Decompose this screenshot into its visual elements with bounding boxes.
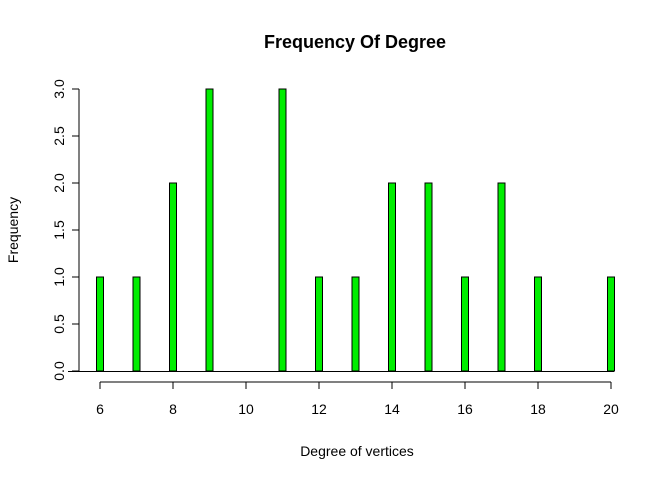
x-axis: 6 8 10 12 14 16 18 20	[96, 381, 619, 417]
x-tick-label-14: 14	[384, 401, 400, 417]
bar-degree-9	[205, 88, 214, 372]
y-tick-label-2.0: 2.0	[51, 173, 67, 193]
x-tick-label-10: 10	[238, 401, 254, 417]
y-tick-label-1.5: 1.5	[51, 220, 67, 240]
bar-degree-18	[534, 276, 542, 372]
y-axis-label: Frequency	[5, 197, 21, 263]
y-tick-label-0.5: 0.5	[51, 314, 67, 334]
x-tick-label-8: 8	[169, 401, 177, 417]
bar-degree-13	[351, 276, 360, 372]
x-tick-label-12: 12	[311, 401, 327, 417]
bar-degree-16	[461, 276, 469, 372]
y-tick-label-1.0: 1.0	[51, 267, 67, 287]
x-tick-label-16: 16	[457, 401, 473, 417]
bar-degree-7	[132, 276, 141, 372]
bar-degree-12	[315, 276, 323, 372]
x-tick-label-6: 6	[96, 401, 104, 417]
bar-degree-11	[278, 88, 287, 372]
x-tick-label-20: 20	[603, 401, 619, 417]
bar-degree-20	[607, 276, 615, 372]
y-tick-label-2.5: 2.5	[51, 126, 67, 146]
bar-degree-15	[424, 182, 433, 372]
chart-title: Frequency Of Degree	[264, 32, 446, 52]
y-tick-label-3.0: 3.0	[51, 79, 67, 99]
bars-group	[68, 88, 615, 372]
y-tick-label-0.0: 0.0	[51, 361, 67, 381]
bar-degree-14	[388, 182, 396, 372]
x-axis-label: Degree of vertices	[300, 443, 414, 459]
bar-degree-6	[96, 276, 104, 372]
bar-degree-17	[497, 182, 506, 372]
x-tick-label-18: 18	[530, 401, 546, 417]
bar-degree-8	[169, 182, 177, 372]
y-axis: 0.0 0.5 1.0 1.5 2.0 2.5 3.0	[51, 79, 80, 381]
